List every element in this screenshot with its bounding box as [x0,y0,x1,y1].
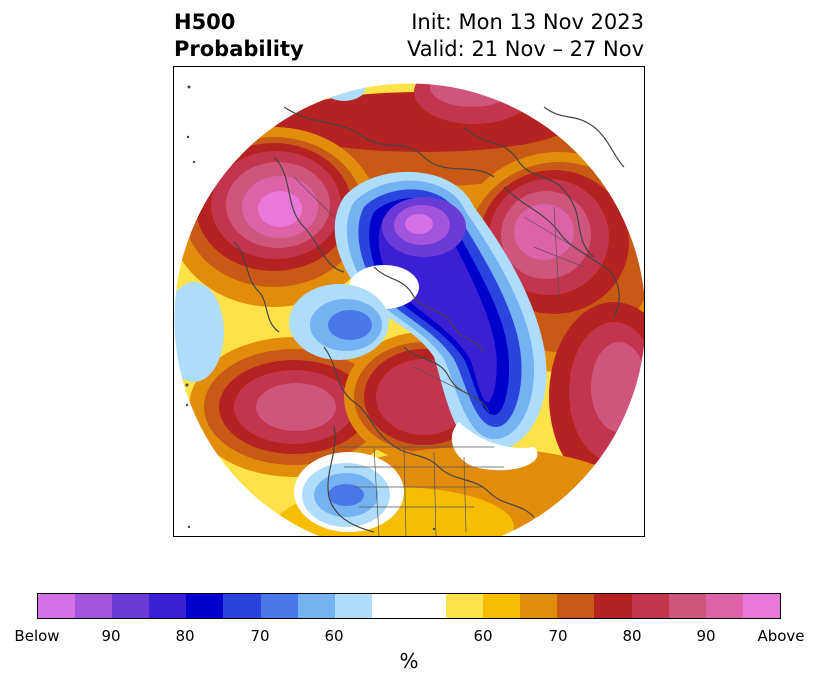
title-left: H500 Probability [174,9,304,63]
colorbar-segment-below-2 [75,594,113,618]
colorbar-tick-below-90: 90 [101,627,121,645]
colorbar-tick-above-70: 70 [548,627,568,645]
valid-range-label: Valid: 21 Nov – 27 Nov [407,37,644,61]
colorbar-segment-below-8 [297,594,335,618]
colorbar-tick-above: Above [757,627,805,645]
colorbar-segment-above-9 [742,594,780,618]
colorbar-tick-below-70: 70 [250,627,270,645]
colorbar-tick-above-60: 60 [473,627,493,645]
colorbar-tick-above-90: 90 [696,627,716,645]
colorbar-segment-below-3 [112,594,150,618]
colorbar-unit-label: % [399,649,419,673]
colorbar-segment-above-4 [557,594,595,618]
colorbar-segment-above-7 [668,594,706,618]
colorbar-segment-below-4 [149,594,187,618]
colorbar-segment-below-6 [223,594,261,618]
title-right: Init: Mon 13 Nov 2023 Valid: 21 Nov – 27… [407,9,644,63]
probability-shading [174,83,644,536]
coastlines [233,106,625,533]
colorbar-tick-below-60: 60 [324,627,344,645]
colorbar-tick-below-80: 80 [175,627,195,645]
init-date-label: Init: Mon 13 Nov 2023 [411,10,644,34]
colorbar-segment-below-7 [260,594,298,618]
colorbar-segment-below-1 [38,594,76,618]
probability-map [173,66,645,537]
colorbar-segment-above-5 [594,594,632,618]
colorbar-segment-above-2 [483,594,521,618]
colorbar-segment-below-9 [334,594,372,618]
islands [185,85,436,531]
colorbar-segment-neutral [371,594,447,618]
title-product: Probability [174,37,304,61]
colorbar [37,593,781,619]
political-borders [293,176,585,536]
title-variable: H500 [174,10,236,34]
colorbar-tick-above-80: 80 [622,627,642,645]
colorbar-segment-above-8 [705,594,743,618]
colorbar-tick-below: Below [14,627,60,645]
colorbar-segment-above-1 [446,594,484,618]
colorbar-segment-below-5 [186,594,224,618]
map-canvas [174,82,644,536]
colorbar-segment-above-3 [520,594,558,618]
colorbar-segment-above-6 [631,594,669,618]
